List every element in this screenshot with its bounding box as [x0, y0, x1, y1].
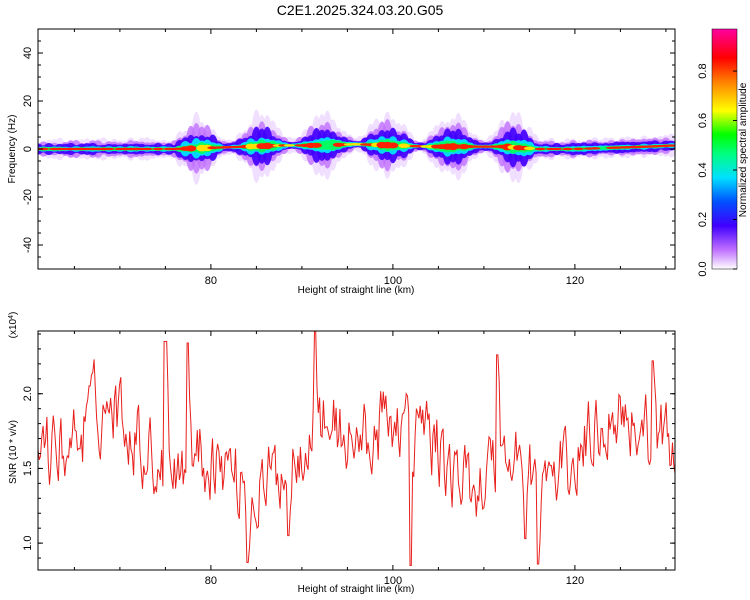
colorbar-gradient — [711, 28, 738, 270]
colorbar-label: Normalized spectral amplitude — [738, 82, 749, 217]
snr-line-plot — [38, 331, 675, 566]
snr-multiplier-label: (x104) — [8, 312, 20, 339]
spectrogram-xtick-label: 120 — [566, 275, 584, 287]
snr-multiplier-close: ) — [8, 312, 19, 315]
heatmap-cell-626 — [283, 144, 295, 147]
heatmap-cell-672 — [589, 147, 601, 150]
heatmap-cell-611 — [201, 144, 213, 152]
snr-y-axis-label: SNR (10 * v/v) — [8, 420, 19, 484]
heatmap-cell-586 — [38, 147, 49, 151]
spectrogram-ticks: 80 100 120 -40 -20 0 20 40 — [22, 29, 675, 287]
colorbar-tick-label: 0.4 — [697, 162, 709, 177]
colorbar-tick-label: 0.6 — [697, 113, 709, 128]
snr-xtick-label: 120 — [566, 575, 584, 587]
heatmap-cell-670 — [573, 147, 585, 151]
spectrogram-heatmap — [38, 109, 675, 185]
heatmap-cell-597 — [103, 147, 115, 151]
spectrogram-ytick-label: 0 — [22, 146, 34, 152]
snr-series-line — [38, 331, 675, 566]
spectrogram-panel: 80 100 120 -40 -20 0 20 40 Height of straight l… — [7, 28, 676, 296]
spectrogram-ytick-label: -20 — [22, 189, 34, 205]
colorbar-ticks: 0.0 0.2 0.4 0.6 0.8 — [697, 63, 737, 277]
heatmap-cell-603 — [141, 147, 153, 151]
spectrogram-xtick-label: 100 — [384, 275, 402, 287]
heatmap-cell-668 — [551, 147, 563, 151]
snr-panel: 80 100 120 1.0 1.5 2.0 Height of straight lin… — [8, 312, 676, 595]
spectrogram-x-axis-label: Height of straight line (km) — [298, 285, 415, 296]
spectrogram-ytick-label: 40 — [22, 47, 34, 59]
snr-ticks: 80 100 120 1.0 1.5 2.0 — [22, 331, 675, 587]
colorbar-tick-label: 0.8 — [697, 63, 709, 78]
spectrogram-ytick-label: 20 — [22, 95, 34, 107]
snr-xtick-label: 80 — [205, 575, 217, 587]
colorbar-tick-label: 0.2 — [697, 212, 709, 227]
snr-ytick-label: 1.0 — [22, 535, 34, 550]
chart-title: C2E1.2025.324.03.20.G05 — [276, 2, 444, 18]
colorbar: 0.0 0.2 0.4 0.6 0.8 Normalized spectral ampl… — [697, 28, 749, 277]
snr-ytick-label: 1.5 — [22, 461, 34, 476]
spectrogram-y-axis-label: Frequency (Hz) — [7, 115, 18, 184]
heatmap-cell-684 — [665, 144, 675, 147]
heatmap-cell-666 — [534, 147, 546, 151]
spectrogram-xtick-label: 80 — [205, 275, 217, 287]
spectrogram-ytick-label: -40 — [22, 237, 34, 253]
heatmap-cell-630 — [310, 142, 322, 148]
colorbar-tick-label: 0.0 — [697, 261, 709, 276]
snr-multiplier-exponent: 4 — [8, 315, 15, 319]
heatmap-cell-665 — [523, 146, 535, 151]
heatmap-cell-609 — [185, 145, 197, 152]
snr-frame — [37, 330, 676, 571]
heatmap-cell-604 — [152, 147, 164, 151]
snr-xtick-label: 100 — [384, 575, 402, 587]
heatmap-cell-641 — [387, 142, 399, 149]
snr-ytick-label: 2.0 — [22, 386, 34, 401]
heatmap-cell-669 — [562, 147, 574, 151]
snr-x-axis-label: Height of straight line (km) — [298, 584, 415, 595]
